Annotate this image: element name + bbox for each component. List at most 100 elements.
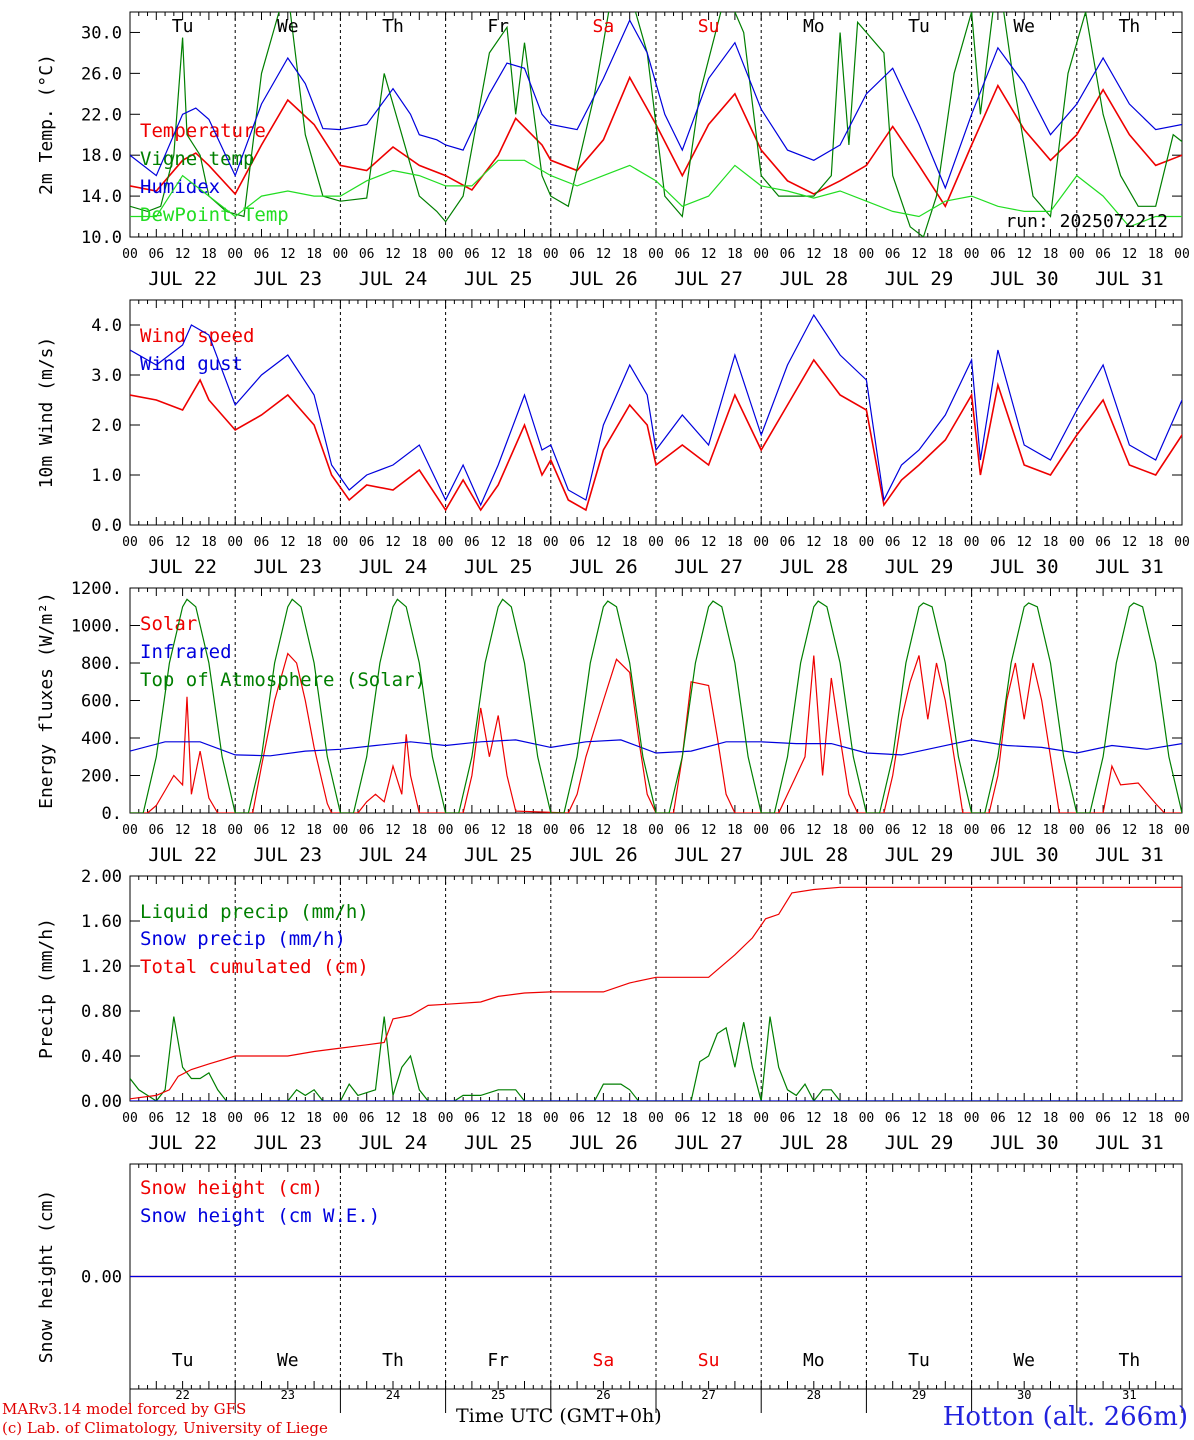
- date-label: JUL 26: [569, 844, 638, 866]
- hour-label: 00: [1069, 535, 1085, 550]
- y-tick-label: 800.: [81, 654, 122, 674]
- hour-label: 12: [175, 823, 191, 838]
- hour-ticks: [129, 1164, 1183, 1389]
- hour-label: 12: [280, 1111, 296, 1126]
- date-label: JUL 25: [464, 556, 533, 578]
- hour-label: 00: [543, 535, 559, 550]
- time-axis-label: Time UTC (GMT+0h): [456, 1405, 662, 1427]
- date-label: JUL 28: [779, 1132, 848, 1154]
- date-label: JUL 22: [148, 844, 217, 866]
- hour-label: 00: [964, 823, 980, 838]
- hour-label: 06: [780, 247, 796, 262]
- hour-label: 06: [464, 1111, 480, 1126]
- date-label: JUL 22: [148, 556, 217, 578]
- y-tick-label: 2.00: [81, 867, 122, 887]
- hour-label: 00: [859, 823, 875, 838]
- hour-label: 12: [911, 1111, 927, 1126]
- hour-label: 12: [280, 823, 296, 838]
- hour-label: 18: [727, 823, 743, 838]
- date-label: JUL 24: [359, 1132, 428, 1154]
- weekday-label: We: [1013, 1350, 1035, 1371]
- hour-label: 06: [569, 247, 585, 262]
- legend-entry: Humidex: [140, 176, 220, 198]
- hour-label: 12: [490, 247, 506, 262]
- hour-label: 06: [254, 823, 270, 838]
- hour-label: 00: [1174, 1111, 1190, 1126]
- day-number: 29: [912, 1388, 926, 1402]
- date-label: JUL 30: [990, 1132, 1059, 1154]
- panel-2: 0.0 1.0 2.0 3.0 4.0 10m Wind (m/s) Wind speed W…: [36, 299, 1190, 578]
- y-axis-label: 2m Temp. (°C): [36, 54, 57, 195]
- hour-label: 00: [753, 823, 769, 838]
- hour-label: 00: [122, 247, 138, 262]
- hour-label: 18: [517, 823, 533, 838]
- date-label: JUL 25: [464, 268, 533, 290]
- hour-label: 18: [1148, 535, 1164, 550]
- hour-label: 18: [937, 823, 953, 838]
- date-label: JUL 25: [464, 1132, 533, 1154]
- hour-label: 06: [780, 823, 796, 838]
- date-label: JUL 31: [1095, 844, 1164, 866]
- hour-label: 00: [964, 1111, 980, 1126]
- hour-label: 06: [674, 535, 690, 550]
- hour-label: 00: [333, 823, 349, 838]
- hour-label: 18: [937, 247, 953, 262]
- y-axis-label: Snow height (cm): [36, 1190, 57, 1363]
- hour-label: 18: [306, 535, 322, 550]
- weekday-label: Mo: [803, 16, 825, 37]
- hour-label: 18: [411, 1111, 427, 1126]
- hour-label: 18: [201, 535, 217, 550]
- y-tick-label: 26.0: [81, 64, 122, 84]
- hour-label: 18: [727, 535, 743, 550]
- hour-label: 06: [990, 535, 1006, 550]
- series-line: [130, 159, 1182, 228]
- hour-label: 12: [385, 535, 401, 550]
- date-label: JUL 24: [359, 268, 428, 290]
- hour-label: 06: [148, 535, 164, 550]
- hour-label: 12: [490, 1111, 506, 1126]
- weekday-label: We: [277, 16, 299, 37]
- hour-label: 12: [596, 535, 612, 550]
- y-tick-label: 1.60: [81, 912, 122, 932]
- y-tick-label: 3.0: [91, 366, 122, 386]
- hour-label: 12: [911, 823, 927, 838]
- hour-label: 06: [254, 247, 270, 262]
- y-tick-label: 30.0: [81, 23, 122, 43]
- series-line: [130, 886, 1182, 1100]
- date-label: JUL 24: [359, 556, 428, 578]
- series-line: [130, 652, 1182, 813]
- hour-label: 06: [1095, 823, 1111, 838]
- panel-frame: [129, 299, 1183, 526]
- date-label: JUL 26: [569, 1132, 638, 1154]
- weekday-label: Tu: [908, 1350, 930, 1371]
- date-label: JUL 30: [990, 268, 1059, 290]
- weekday-label: Th: [382, 1350, 404, 1371]
- hour-label: 18: [1148, 1111, 1164, 1126]
- hour-label: 06: [780, 1111, 796, 1126]
- hour-label: 18: [1043, 823, 1059, 838]
- date-label: JUL 24: [359, 844, 428, 866]
- hour-label: 12: [806, 535, 822, 550]
- day-number: 28: [807, 1388, 821, 1402]
- hour-label: 00: [438, 823, 454, 838]
- hour-ticks: [129, 300, 1183, 525]
- hour-label: 12: [1122, 535, 1138, 550]
- hour-ticks: [129, 12, 1183, 237]
- legend-entry: Solar: [140, 613, 197, 635]
- hour-label: 00: [1174, 535, 1190, 550]
- hour-label: 18: [306, 823, 322, 838]
- hour-ticks: [129, 876, 1183, 1101]
- hour-label: 18: [832, 823, 848, 838]
- legend-entry: Snow height (cm W.E.): [140, 1205, 380, 1227]
- hour-label: 18: [832, 535, 848, 550]
- y-tick-label: 0.: [102, 804, 122, 824]
- hour-label: 00: [1174, 247, 1190, 262]
- hour-label: 00: [122, 535, 138, 550]
- hour-label: 12: [806, 823, 822, 838]
- hour-label: 00: [1069, 823, 1085, 838]
- hour-label: 18: [201, 823, 217, 838]
- hour-label: 18: [411, 535, 427, 550]
- hour-label: 18: [306, 247, 322, 262]
- weekday-label: Fr: [487, 1350, 509, 1371]
- hour-label: 12: [1016, 823, 1032, 838]
